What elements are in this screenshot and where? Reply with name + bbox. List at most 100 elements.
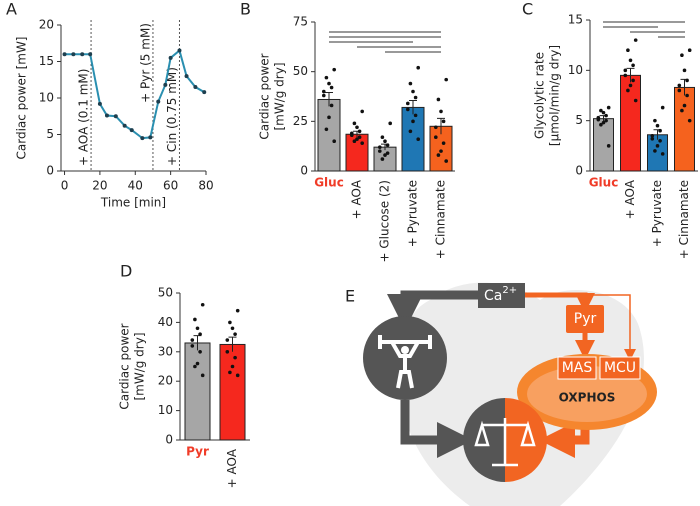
point [71,52,76,57]
point [129,128,134,133]
oxphos-label: OXPHOS [559,391,616,405]
y-tick-label: 10 [158,403,173,417]
data-point [413,95,418,100]
data-point [190,344,195,348]
y-tick-label: 20 [158,374,173,388]
x-tick-label: 80 [198,179,213,193]
point [97,101,102,106]
y-tick-label: 10 [568,63,583,77]
x-tick-label: 0 [61,179,69,193]
data-point [604,118,608,123]
data-point [596,117,601,122]
x-tick-label: + AOA [350,179,364,219]
error-bar [626,67,635,83]
diagram: Ca2+ Pyr MAS MCU OXPHOS E [345,282,657,506]
y-tick-label: 50 [293,64,308,78]
data-point [411,119,415,124]
data-point [650,136,655,141]
data-point [444,159,449,163]
x-tick-label: Gluc [314,176,344,190]
y-tick-label: 0 [46,164,54,178]
data-point [682,103,687,108]
data-point [441,119,446,124]
data-point [230,364,235,369]
bar [674,86,695,172]
y-tick-label: 0 [575,164,583,178]
data-point [680,108,684,113]
data-point [200,302,205,307]
data-point [350,133,354,138]
y-tick-label: 15 [39,54,54,68]
bar [647,134,668,172]
x-tick-label: 60 [163,179,178,193]
data-point [623,73,628,78]
point [104,113,109,118]
data-point [436,153,441,157]
data-point [677,83,682,88]
data-point [628,83,633,88]
data-point [233,355,237,360]
data-point [653,118,657,123]
bar [593,118,614,172]
y-tick-label: 75 [293,15,308,29]
y-axis-label: [mW/g dry] [133,332,147,400]
data-point [225,338,230,342]
y-axis-label: [mW/g dry] [273,62,287,130]
y-tick-label: 0 [300,164,308,178]
point [140,136,145,141]
x-tick-label: + Cinnamate [434,180,448,259]
y-axis-label: Cardiac power [mW] [15,37,29,160]
y-tick-label: 5 [46,127,54,141]
data-point [332,67,337,72]
data-point [378,145,382,149]
data-point [235,373,240,378]
data-point [324,75,329,80]
data-point [606,105,611,110]
panel-letter: A [6,0,17,19]
x-tick-label: Gluc [589,176,619,190]
point [80,52,85,57]
data-point [198,350,202,354]
data-point [406,101,410,106]
data-point [385,151,390,155]
data-point [378,149,382,153]
x-axis-label: Time [min] [100,196,166,210]
point [113,114,118,119]
data-point [439,149,443,153]
data-point [228,320,232,325]
balance-icon [463,398,505,482]
annotation-label: + Cin (0.75 mM) [165,67,179,166]
y-axis-label: Cardiac power [258,53,272,139]
error-bar [409,99,417,115]
x-tick-label: Pyr [186,445,209,459]
data-point [653,149,657,153]
data-point [408,129,413,134]
y-axis-label: Cardiac power [118,323,132,409]
data-point [228,370,232,375]
data-point [355,137,359,142]
error-bar [437,117,445,135]
y-tick-label: 5 [575,113,583,127]
data-point [685,93,689,98]
y-axis-label: [µmol/min/g dry] [548,45,562,146]
data-point [324,127,329,132]
point [88,52,93,57]
data-point [329,103,334,108]
data-point [385,143,390,147]
error-bar [325,92,333,107]
bar [620,74,641,172]
x-tick-label: + Glucose (2) [378,180,392,263]
annotation-label: + AOA (0.1 mM) [77,69,91,166]
y-tick-label: 30 [158,344,173,358]
x-tick-label: + Pyruvate [406,180,420,247]
data-point [441,141,446,145]
point [184,74,189,79]
data-point [685,78,689,83]
panel-letter: D [120,262,132,281]
data-point [332,139,337,143]
bar [373,146,397,172]
pyruvate-label: Pyr [574,311,597,327]
bar [184,342,211,441]
x-tick-label: 20 [92,179,107,193]
data-point [380,157,385,161]
